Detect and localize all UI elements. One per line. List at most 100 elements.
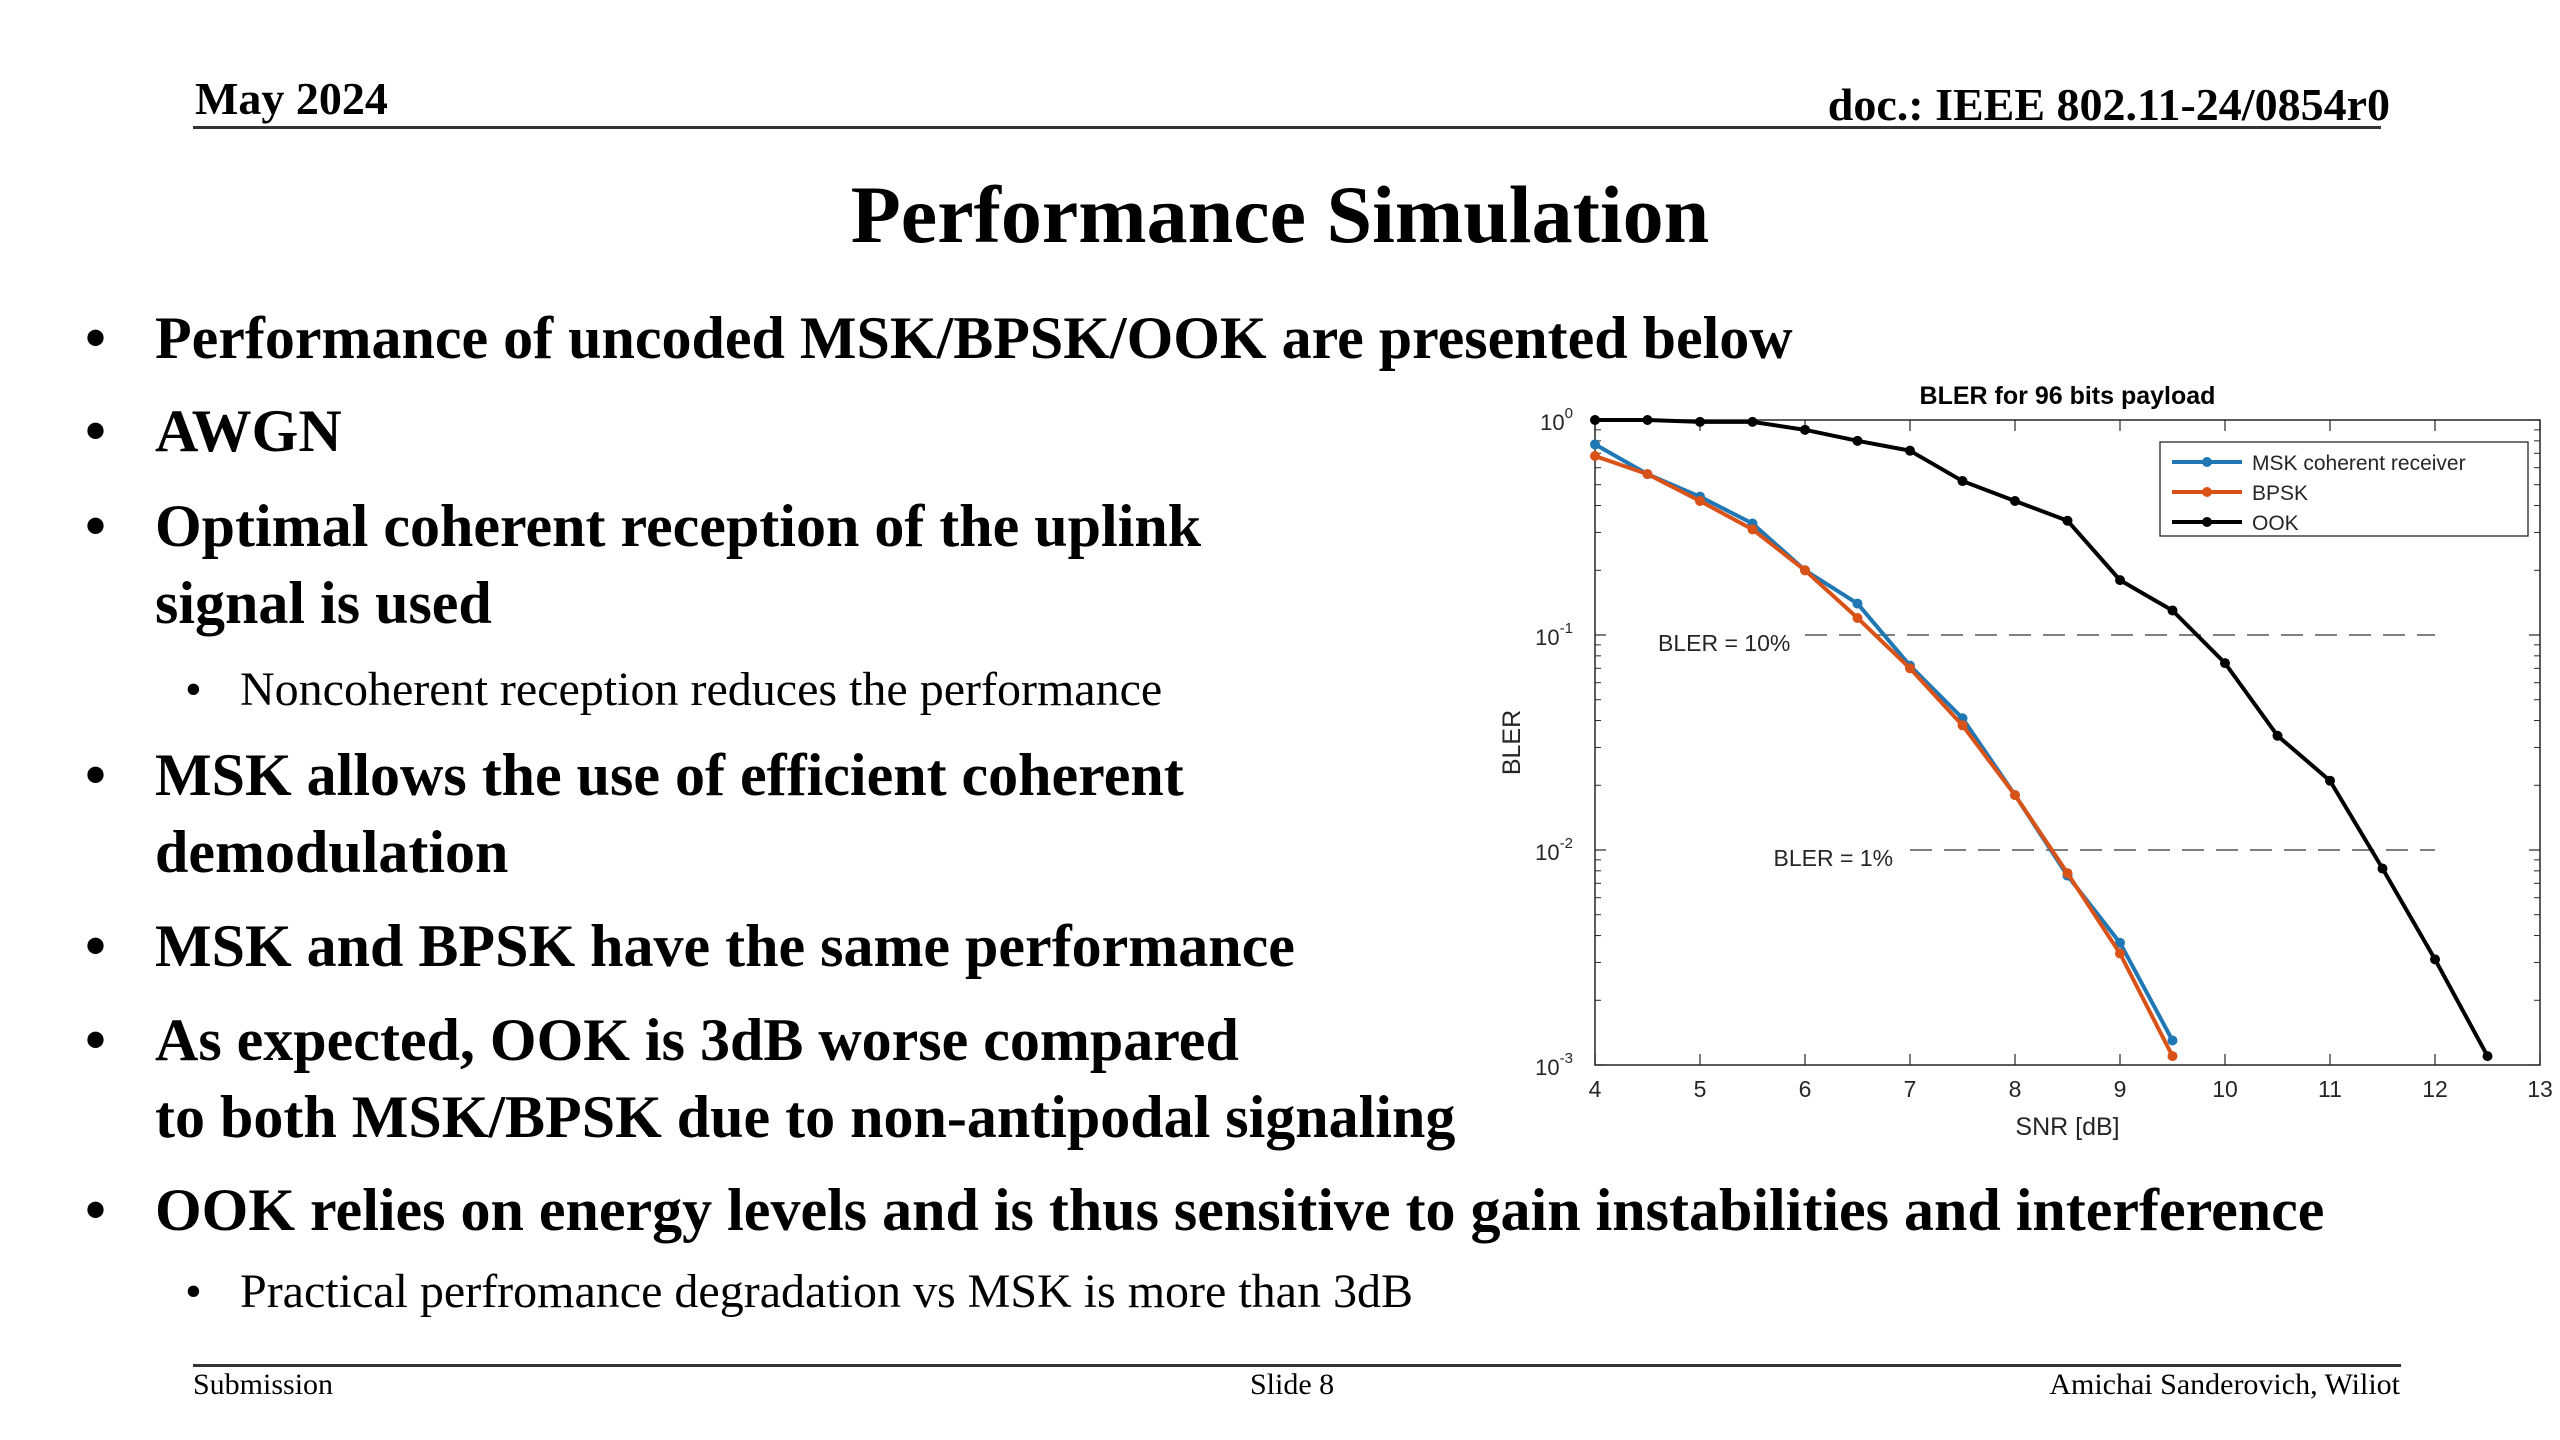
legend-marker: [2202, 487, 2212, 497]
data-point: [2010, 790, 2020, 801]
x-tick-label: 6: [1799, 1076, 1812, 1102]
data-point: [1905, 663, 1915, 674]
data-point: [1590, 415, 1600, 425]
x-tick-label: 9: [2114, 1076, 2127, 1102]
x-tick-label: 11: [2318, 1076, 2342, 1102]
bullet-text-line: to both MSK/BPSK due to non-antipodal si…: [155, 1084, 1456, 1150]
data-point: [1800, 565, 1810, 576]
data-point: [2062, 515, 2073, 526]
bullet-text-line: As expected, OOK is 3dB worse compared: [155, 1007, 1239, 1073]
data-point: [2482, 1051, 2493, 1062]
footer-author: Amichai Sanderovich, Wiliot: [2049, 1368, 2400, 1401]
legend-marker: [2202, 457, 2212, 467]
bler-chart: 100 10-1 10-2 10-3 4 5 6 7 8 9 10 11 12 13 BLER for 96…: [1498, 382, 2553, 1141]
bullet-text: Performance of uncoded MSK/BPSK/OOK are …: [155, 305, 1793, 371]
data-point: [1590, 451, 1600, 462]
y-tick-label: 10-1: [1535, 620, 1573, 650]
y-tick-label: 10-2: [1535, 835, 1573, 865]
bullet-text: MSK and BPSK have the same performance: [155, 913, 1295, 979]
reference-line-label: BLER = 10%: [1658, 630, 1790, 656]
data-point: [1957, 720, 1968, 731]
x-tick-label: 13: [2527, 1076, 2553, 1102]
x-tick-label: 10: [2212, 1076, 2238, 1102]
y-axis-label: BLER: [1498, 710, 1526, 775]
bullet-dot: •: [85, 305, 107, 371]
subbullet-dot: •: [185, 663, 202, 716]
data-point: [1800, 424, 1810, 435]
data-point: [1852, 598, 1863, 609]
data-point: [1695, 496, 1705, 507]
bullet-text-line: demodulation: [155, 819, 509, 885]
data-point: [2010, 496, 2020, 507]
data-point: [2115, 937, 2125, 948]
subbullet-2: • Practical perfromance degradation vs M…: [185, 1262, 1413, 1322]
data-point: [2167, 1035, 2178, 1046]
series-line: [1595, 418, 2490, 1058]
data-point: [2220, 658, 2230, 669]
reference-line-label: BLER = 1%: [1774, 845, 1894, 871]
bullet-dot: •: [85, 742, 107, 808]
data-point: [2115, 948, 2125, 959]
bullet-2: • AWGN: [85, 393, 342, 470]
x-tick-label: 7: [1904, 1076, 1917, 1102]
series-line: [1594, 454, 2175, 1058]
data-point: [2325, 775, 2335, 786]
bullet-text: AWGN: [155, 398, 342, 464]
data-point: [2115, 575, 2125, 586]
bullet-1: • Performance of uncoded MSK/BPSK/OOK ar…: [85, 300, 1793, 377]
x-tick-label: 4: [1589, 1076, 1602, 1102]
data-point: [1905, 445, 1915, 456]
y-tick-label: 10-3: [1535, 1050, 1573, 1080]
data-point: [1747, 416, 1758, 427]
bullet-dot: •: [85, 398, 107, 464]
legend-label: MSK coherent receiver: [2252, 452, 2466, 475]
subbullet-1: • Noncoherent reception reduces the perf…: [185, 660, 1163, 720]
data-point: [1642, 415, 1653, 425]
legend-label: OOK: [2252, 512, 2299, 535]
chart-title: BLER for 96 bits payload: [1920, 382, 2216, 410]
subbullet-dot: •: [185, 1265, 202, 1318]
subbullet-text: Practical perfromance degradation vs MSK…: [240, 1265, 1413, 1318]
x-tick-label: 12: [2422, 1076, 2448, 1102]
x-axis-label: SNR [dB]: [2015, 1113, 2119, 1141]
bullet-dot: •: [85, 1177, 107, 1243]
bullet-text-line: MSK allows the use of efficient coherent: [155, 742, 1184, 808]
footer-divider: [193, 1364, 2401, 1367]
x-tick-label: 5: [1694, 1076, 1707, 1102]
bullet-dot: •: [85, 1007, 107, 1073]
bullet-7: • OOK relies on energy levels and is thu…: [85, 1172, 2325, 1249]
data-point: [1747, 524, 1758, 535]
data-point: [2167, 605, 2178, 616]
bullet-6: • As expected, OOK is 3dB worse compared…: [85, 1002, 1456, 1156]
bullet-text-line: signal is used: [155, 570, 492, 636]
bullet-5: • MSK and BPSK have the same performance: [85, 908, 1295, 985]
data-point: [1852, 435, 1863, 446]
data-point: [1852, 612, 1863, 623]
data-point: [2062, 868, 2073, 879]
data-point: [1957, 476, 1968, 487]
slide-title: Performance Simulation: [850, 169, 1710, 260]
bullet-text: OOK relies on energy levels and is thus …: [155, 1177, 2325, 1243]
y-tick-label: 100: [1540, 405, 1573, 435]
footer-slide-number: Slide 8: [1250, 1368, 1335, 1401]
footer-submission: Submission: [193, 1368, 334, 1401]
bullet-dot: •: [85, 493, 107, 559]
bullet-dot: •: [85, 913, 107, 979]
legend-label: BPSK: [2252, 482, 2308, 505]
legend-marker: [2202, 517, 2212, 527]
data-point: [2272, 730, 2283, 741]
data-point: [2167, 1051, 2178, 1062]
bullet-4: • MSK allows the use of efficient cohere…: [85, 737, 1184, 891]
x-tick-label: 8: [2009, 1076, 2022, 1102]
data-point: [2430, 954, 2440, 965]
data-point: [1695, 416, 1705, 427]
header-divider: [193, 126, 2381, 129]
data-point: [2377, 863, 2388, 874]
header-date: May 2024: [195, 73, 388, 124]
bullet-3: • Optimal coherent reception of the upli…: [85, 488, 1202, 642]
header-doc-id: doc.: IEEE 802.11-24/0854r0: [1827, 79, 2390, 130]
subbullet-text: Noncoherent reception reduces the perfor…: [240, 663, 1163, 716]
data-point: [1642, 469, 1653, 480]
bullet-text-line: Optimal coherent reception of the uplink: [155, 493, 1202, 559]
data-point: [1590, 439, 1600, 450]
